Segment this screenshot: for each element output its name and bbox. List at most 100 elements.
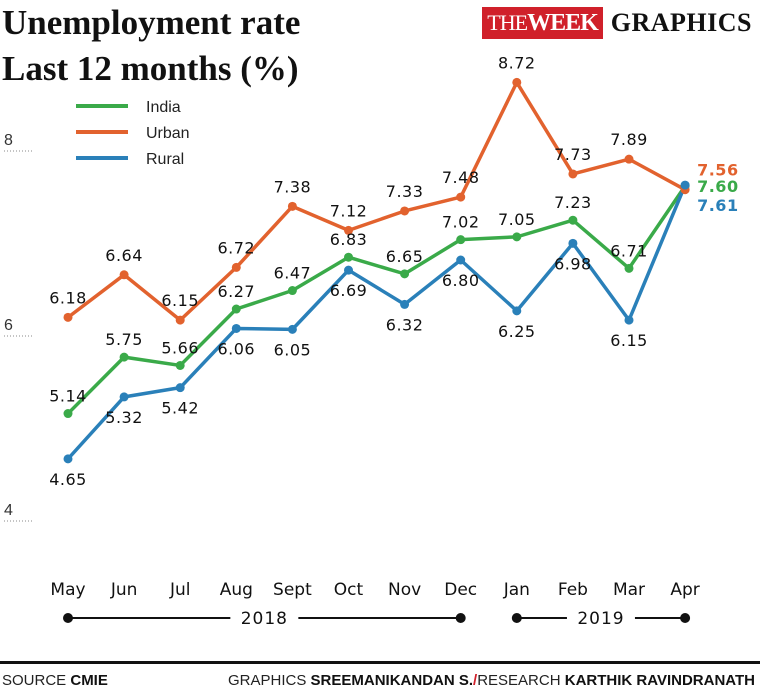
data-label-india: 6.83: [330, 230, 368, 249]
year-bracket-end: [455, 613, 466, 623]
data-label-urban: 7.12: [330, 201, 368, 220]
data-label-india: 6.65: [386, 247, 424, 266]
data-point-rural: [680, 180, 690, 190]
brand-logo-group: THEWEEK GRAPHICS: [482, 7, 752, 39]
data-label-rural: 5.32: [105, 408, 143, 427]
graphics-credit-label: GRAPHICS: [227, 672, 307, 689]
legend-label-urban: Urban: [146, 125, 190, 142]
series-line-rural: [66, 184, 687, 461]
year-bracket-end: [511, 613, 522, 623]
data-point-rural: [63, 454, 73, 464]
data-point-rural: [456, 255, 466, 265]
data-label-urban: 7.48: [442, 168, 480, 187]
data-point-urban: [512, 77, 522, 87]
title-line-1: Unemployment rate: [2, 3, 301, 42]
title-line-2: Last 12 months (%): [2, 49, 299, 88]
data-point-urban: [231, 262, 241, 272]
research-credit-label: RESEARCH: [477, 672, 561, 689]
graphics-research-credit: GRAPHICS SREEMANIKANDAN S./RESEARCH KART…: [228, 672, 755, 689]
data-label-india: 7.60: [697, 177, 738, 196]
data-label-urban: 6.18: [49, 288, 87, 307]
data-point-india: [119, 352, 129, 362]
data-point-india: [512, 232, 522, 242]
data-point-urban: [400, 206, 410, 216]
line-chart: 4 6 8 India Urban Rural 5.14 5.75 5.66 6.27 6.47 6.…: [4, 53, 738, 629]
footer: SOURCE CMIE GRAPHICS SREEMANIKANDAN S./R…: [0, 672, 760, 694]
data-point-rural: [231, 323, 241, 333]
footer-rule: [0, 661, 760, 664]
graphics-credit-value: SREEMANIKANDAN S.: [310, 672, 474, 689]
source-value: CMIE: [70, 672, 108, 689]
data-label-urban: 7.33: [386, 182, 424, 201]
data-label-rural: 6.32: [386, 315, 424, 334]
data-point-india: [63, 409, 73, 419]
x-tick-label: Jul: [169, 580, 191, 600]
y-tick-label: 6: [4, 317, 13, 334]
logo-week: WEEK: [527, 10, 599, 36]
data-point-rural: [512, 306, 522, 316]
data-label-rural: 6.98: [554, 254, 592, 273]
data-label-urban: 7.38: [274, 177, 312, 196]
legend-label-rural: Rural: [146, 151, 184, 168]
data-point-urban: [287, 201, 297, 211]
data-label-india: 6.71: [610, 241, 648, 260]
year-label: 2018: [241, 609, 288, 629]
data-point-rural: [624, 315, 634, 325]
data-point-urban: [119, 270, 129, 280]
x-tick-label: Aug: [220, 580, 253, 600]
data-point-india: [400, 269, 410, 279]
x-tick-label: Mar: [613, 580, 645, 600]
data-point-rural: [344, 265, 353, 275]
data-label-rural: 6.06: [217, 339, 255, 358]
data-label-urban: 6.72: [217, 238, 255, 257]
credit-separator: /: [473, 672, 478, 689]
data-label-urban: 7.56: [697, 161, 738, 180]
source-label: SOURCE: [2, 672, 67, 689]
data-point-india: [344, 252, 353, 262]
y-tick-label: 4: [4, 502, 13, 519]
data-label-rural: 6.80: [442, 271, 480, 290]
data-label-rural: 6.15: [610, 331, 648, 350]
data-point-india: [456, 235, 466, 245]
series-line-urban: [66, 80, 686, 322]
data-label-rural: 6.25: [498, 322, 536, 341]
data-point-india: [231, 304, 241, 314]
data-label-urban: 7.73: [554, 145, 592, 164]
x-tick-label: Apr: [670, 580, 699, 600]
data-label-rural: 7.61: [697, 196, 738, 215]
data-point-india: [624, 263, 634, 273]
series-line-india: [66, 185, 687, 415]
data-point-urban: [344, 225, 353, 235]
x-tick-label: May: [50, 580, 85, 600]
research-credit-value: KARTHIK RAVINDRANATH: [564, 672, 755, 689]
x-tick-label: Nov: [388, 580, 421, 600]
data-point-urban: [456, 192, 466, 202]
year-bracket-end: [63, 613, 73, 623]
data-label-urban: 7.89: [610, 130, 648, 149]
data-point-rural: [568, 238, 578, 248]
chart-title: Unemployment rate Last 12 months (%): [2, 0, 300, 92]
data-point-india: [568, 215, 578, 225]
data-label-urban: 6.64: [105, 246, 143, 265]
x-tick-label: Sept: [273, 580, 312, 600]
x-tick-label: Jun: [110, 580, 138, 600]
logo-the: THE: [487, 10, 528, 35]
data-label-india: 7.23: [554, 193, 592, 212]
data-point-rural: [287, 324, 297, 334]
data-point-urban: [63, 312, 73, 322]
legend-label-india: India: [146, 99, 181, 116]
year-bracket-end: [680, 613, 691, 623]
data-label-urban: 6.15: [161, 291, 199, 310]
data-label-rural: 6.69: [330, 281, 368, 300]
x-tick-label: Oct: [334, 580, 364, 600]
data-label-india: 6.27: [217, 282, 255, 301]
data-label-rural: 4.65: [49, 470, 87, 489]
data-label-india: 7.02: [442, 213, 480, 232]
data-point-rural: [119, 392, 129, 402]
data-label-rural: 6.05: [274, 340, 312, 359]
x-tick-label: Dec: [444, 580, 477, 600]
data-label-urban: 8.72: [498, 53, 536, 72]
data-point-rural: [175, 383, 185, 393]
data-point-india: [287, 286, 297, 296]
data-label-india: 5.66: [161, 338, 199, 357]
